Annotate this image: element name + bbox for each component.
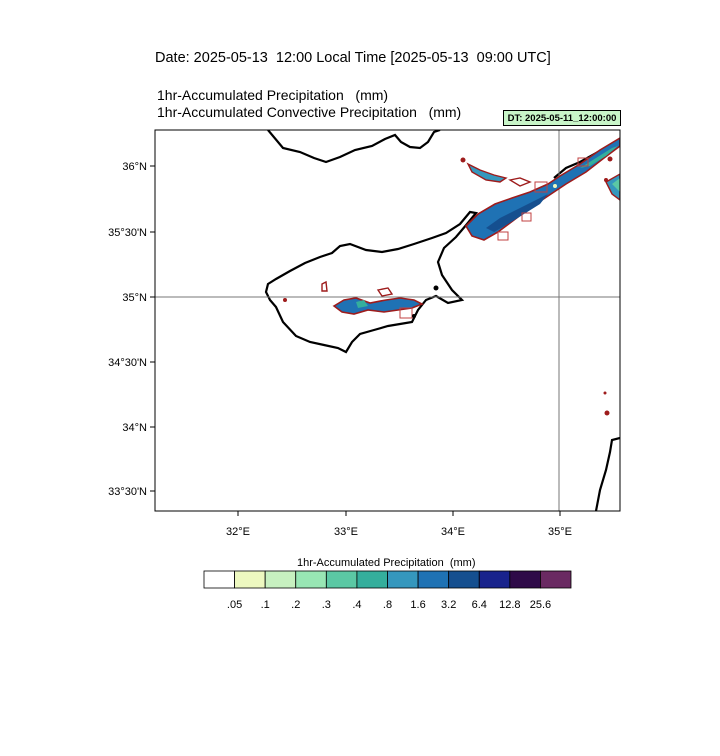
lat-tick-label: 34°N: [122, 422, 147, 434]
colorbar-level-label: .05: [227, 599, 242, 611]
colorbar-swatch: [325, 570, 358, 589]
precip-title: 1hr-Accumulated Precipitation (mm): [157, 87, 389, 103]
colorbar-swatch: [387, 570, 419, 589]
plot-frame: [154, 129, 621, 512]
precip-band-cyprus: [283, 280, 439, 319]
lon-tick-label: 32°E: [226, 526, 250, 538]
lon-tick-label: 33°E: [334, 526, 358, 538]
colorbar-level-label: .8: [383, 599, 392, 611]
date-title: Date: 2025-05-13 12:00 Local Time [2025-…: [155, 50, 551, 66]
colorbar-swatch: [478, 570, 511, 589]
colorbar-level-label: 6.4: [472, 599, 487, 611]
turkey-coastline: [267, 130, 441, 164]
lat-tick-label: 34°30'N: [108, 357, 147, 369]
colorbar-level-label: 3.2: [441, 599, 456, 611]
colorbar-swatch: [509, 570, 541, 589]
colorbar-swatch: [417, 570, 450, 589]
colorbar-swatch: [203, 570, 235, 589]
precip-band-northeast: [460, 137, 620, 241]
colorbar-swatch: [295, 570, 327, 589]
colorbar-swatch: [356, 570, 388, 589]
colorbar-level-label: 25.6: [530, 599, 551, 611]
colorbar-swatch: [234, 570, 266, 589]
precip-cell-southeast-2: [603, 391, 607, 395]
colorbar-level-label: .2: [291, 599, 300, 611]
init-time-badge: DT: 2025-05-11_12:00:00: [503, 110, 621, 126]
lon-axis: 32°E 33°E 34°E 35°E: [226, 511, 572, 538]
colorbar-level-label: .1: [261, 599, 270, 611]
colorbar: .05 .1 .2 .3 .4 .8 1.6 3.2 6.4 12.8 25.6: [203, 570, 572, 611]
precip-cell-southeast: [604, 410, 610, 416]
map-plot-area: [155, 130, 620, 511]
cyprus-coastline: [264, 210, 479, 354]
colorbar-level-label: 12.8: [499, 599, 520, 611]
colorbar-title: 1hr-Accumulated Precipitation (mm): [297, 557, 476, 569]
lat-tick-label: 35°30'N: [108, 227, 147, 239]
lat-tick-label: 36°N: [122, 161, 147, 173]
colorbar-swatch: [264, 570, 297, 589]
colorbar-level-label: .3: [322, 599, 331, 611]
levant-coastline: [594, 436, 620, 511]
lat-tick-label: 33°30'N: [108, 486, 147, 498]
colorbar-level-label: 1.6: [410, 599, 425, 611]
lon-tick-label: 34°E: [441, 526, 465, 538]
lat-tick-label: 35°N: [122, 292, 147, 304]
colorbar-swatch: [540, 570, 572, 589]
lat-axis: 36°N 35°30'N 35°N 34°30'N 34°N 33°30'N: [108, 161, 155, 498]
convective-precip-title: 1hr-Accumulated Convective Precipitation…: [157, 104, 462, 120]
lon-tick-label: 35°E: [548, 526, 572, 538]
colorbar-swatch: [448, 570, 480, 589]
colorbar-level-label: .4: [352, 599, 361, 611]
